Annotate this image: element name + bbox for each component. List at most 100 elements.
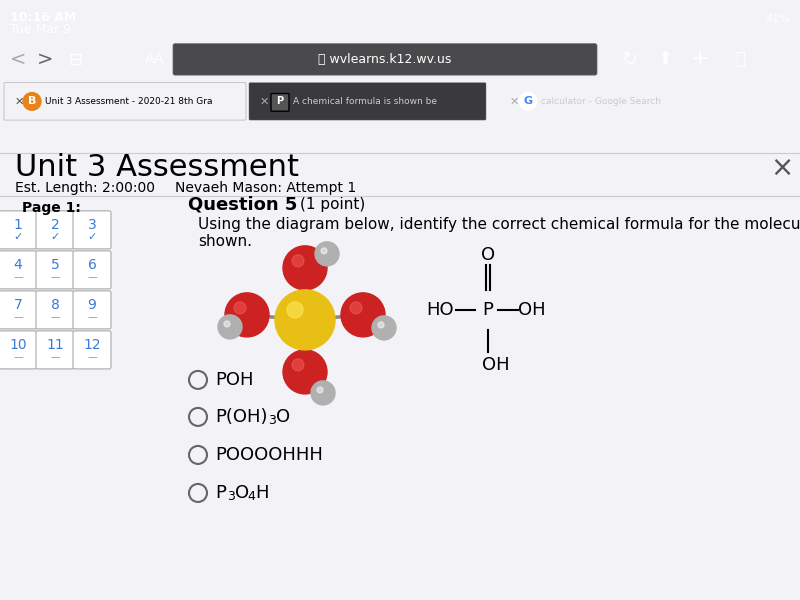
Circle shape [315,242,339,266]
Text: Unit 3 Assessment - 2020-21 8th Gra: Unit 3 Assessment - 2020-21 8th Gra [45,97,213,106]
FancyBboxPatch shape [271,94,289,111]
Text: —: — [50,352,60,362]
Text: 3: 3 [227,490,235,503]
FancyBboxPatch shape [0,211,37,249]
Circle shape [287,302,303,318]
Text: POH: POH [215,371,254,389]
Circle shape [283,246,327,290]
Text: ×: × [770,154,794,182]
Text: H: H [255,484,269,502]
Text: AA: AA [146,52,165,67]
Text: P: P [482,301,494,319]
FancyBboxPatch shape [36,211,74,249]
Text: 10: 10 [9,338,27,352]
Text: calculator - Google Search: calculator - Google Search [541,97,661,106]
Circle shape [311,381,335,405]
Circle shape [519,92,537,110]
Text: >: > [37,50,53,69]
Text: ⊟: ⊟ [68,50,82,68]
Text: —: — [87,352,97,362]
Text: 4: 4 [14,258,22,272]
Text: ✓: ✓ [87,232,97,242]
Text: B: B [28,97,36,106]
FancyBboxPatch shape [0,251,37,289]
Text: POOOOHHH: POOOOHHH [215,446,323,464]
Text: 11: 11 [46,338,64,352]
Circle shape [292,359,304,371]
FancyBboxPatch shape [4,83,246,120]
Text: 7: 7 [14,298,22,312]
Text: 1: 1 [14,218,22,232]
Text: P: P [215,484,226,502]
Circle shape [234,302,246,314]
Text: 6: 6 [87,258,97,272]
Text: Question 5: Question 5 [188,196,298,214]
Text: —: — [50,312,60,322]
FancyBboxPatch shape [73,331,111,369]
Text: 10:16 AM: 10:16 AM [10,11,76,24]
Text: G: G [523,97,533,106]
Text: 12: 12 [83,338,101,352]
Text: ⧉: ⧉ [735,50,745,68]
Text: ↻: ↻ [622,50,638,69]
Text: —: — [13,312,23,322]
Text: Nevaeh Mason: Attempt 1: Nevaeh Mason: Attempt 1 [175,181,356,195]
FancyBboxPatch shape [36,331,74,369]
Text: P: P [277,97,283,106]
Text: 8: 8 [50,298,59,312]
Text: Using the diagram below, identify the correct chemical formula for the molecule: Using the diagram below, identify the co… [198,217,800,232]
Text: ✕: ✕ [510,97,519,106]
Text: ✓: ✓ [14,232,22,242]
Text: —: — [87,272,97,282]
Text: 3: 3 [88,218,96,232]
Text: —: — [50,272,60,282]
Text: Unit 3 Assessment: Unit 3 Assessment [15,154,299,182]
Text: 3: 3 [268,415,276,427]
Text: Page 1:: Page 1: [22,201,81,215]
FancyBboxPatch shape [73,211,111,249]
Text: <: < [10,50,26,69]
FancyBboxPatch shape [0,331,37,369]
Circle shape [321,248,327,254]
Text: P(OH): P(OH) [215,408,267,426]
Text: —: — [13,352,23,362]
FancyBboxPatch shape [249,83,486,120]
FancyBboxPatch shape [173,44,597,75]
Circle shape [225,293,269,337]
Text: HO: HO [426,301,454,319]
Circle shape [372,316,396,340]
Circle shape [378,322,384,328]
FancyBboxPatch shape [0,291,37,329]
Text: ✕: ✕ [15,97,24,106]
Text: shown.: shown. [198,235,252,250]
Text: (1 point): (1 point) [300,197,366,212]
Circle shape [350,302,362,314]
Circle shape [224,321,230,327]
Text: 5: 5 [50,258,59,272]
Text: ⬆: ⬆ [658,50,673,68]
Text: A chemical formula is shown be: A chemical formula is shown be [293,97,437,106]
Text: O: O [235,484,249,502]
Text: 4: 4 [247,490,255,503]
Text: 2: 2 [50,218,59,232]
FancyBboxPatch shape [36,291,74,329]
Text: +: + [690,49,710,70]
Circle shape [218,315,242,339]
FancyBboxPatch shape [73,291,111,329]
FancyBboxPatch shape [73,251,111,289]
FancyBboxPatch shape [36,251,74,289]
Circle shape [283,350,327,394]
Text: OH: OH [482,356,510,374]
Text: —: — [13,272,23,282]
Circle shape [23,92,41,110]
Text: ✓: ✓ [50,232,60,242]
Circle shape [292,255,304,267]
Text: ✕: ✕ [260,97,270,106]
Text: O: O [276,408,290,426]
Circle shape [275,290,335,350]
Text: Tue Mar 9: Tue Mar 9 [10,23,71,36]
Text: 🔒 wvlearns.k12.wv.us: 🔒 wvlearns.k12.wv.us [318,53,452,66]
Text: OH: OH [518,301,546,319]
Text: 41%: 41% [766,14,790,25]
Text: Est. Length: 2:00:00: Est. Length: 2:00:00 [15,181,155,195]
